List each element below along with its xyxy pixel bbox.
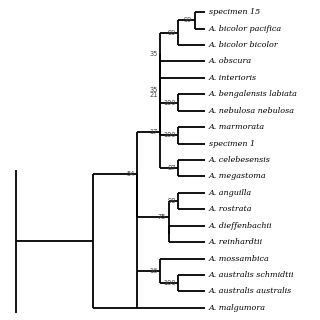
Text: 17: 17	[149, 129, 158, 134]
Text: A. megastoma: A. megastoma	[209, 172, 266, 180]
Text: 100: 100	[163, 132, 176, 138]
Text: A. mossambica: A. mossambica	[209, 254, 269, 262]
Text: 35: 35	[149, 87, 158, 93]
Text: A. interioris: A. interioris	[209, 74, 257, 82]
Text: A. dieffenbachii: A. dieffenbachii	[209, 222, 272, 230]
Text: 35: 35	[149, 51, 158, 57]
Text: 87: 87	[167, 165, 176, 171]
Text: 21: 21	[149, 92, 158, 98]
Text: A. australis australis: A. australis australis	[209, 287, 292, 295]
Text: 16: 16	[149, 268, 158, 274]
Text: 75: 75	[157, 214, 166, 220]
Text: A. reinhardtii: A. reinhardtii	[209, 238, 263, 246]
Text: A. bengalensis labiata: A. bengalensis labiata	[209, 90, 298, 98]
Text: A. bicolor pacifica: A. bicolor pacifica	[209, 25, 282, 33]
Text: A. celebesensis: A. celebesensis	[209, 156, 271, 164]
Text: specimen 1: specimen 1	[209, 140, 255, 148]
Text: 99: 99	[184, 17, 192, 23]
Text: A. anguilla: A. anguilla	[209, 189, 252, 197]
Text: 100: 100	[163, 280, 176, 286]
Text: 98: 98	[167, 198, 176, 204]
Text: 100: 100	[163, 100, 176, 106]
Text: A. malgumora: A. malgumora	[209, 304, 266, 312]
Text: A. australis schmidtii: A. australis schmidtii	[209, 271, 294, 279]
Text: 54: 54	[126, 172, 135, 178]
Text: 99: 99	[168, 30, 176, 36]
Text: A. rostrata: A. rostrata	[209, 205, 252, 213]
Text: specimen 15: specimen 15	[209, 8, 260, 16]
Text: A. bicolor bicolor: A. bicolor bicolor	[209, 41, 278, 49]
Text: A. obscura: A. obscura	[209, 58, 252, 66]
Text: A. marmorata: A. marmorata	[209, 123, 265, 131]
Text: A. nebulosa nebulosa: A. nebulosa nebulosa	[209, 107, 295, 115]
